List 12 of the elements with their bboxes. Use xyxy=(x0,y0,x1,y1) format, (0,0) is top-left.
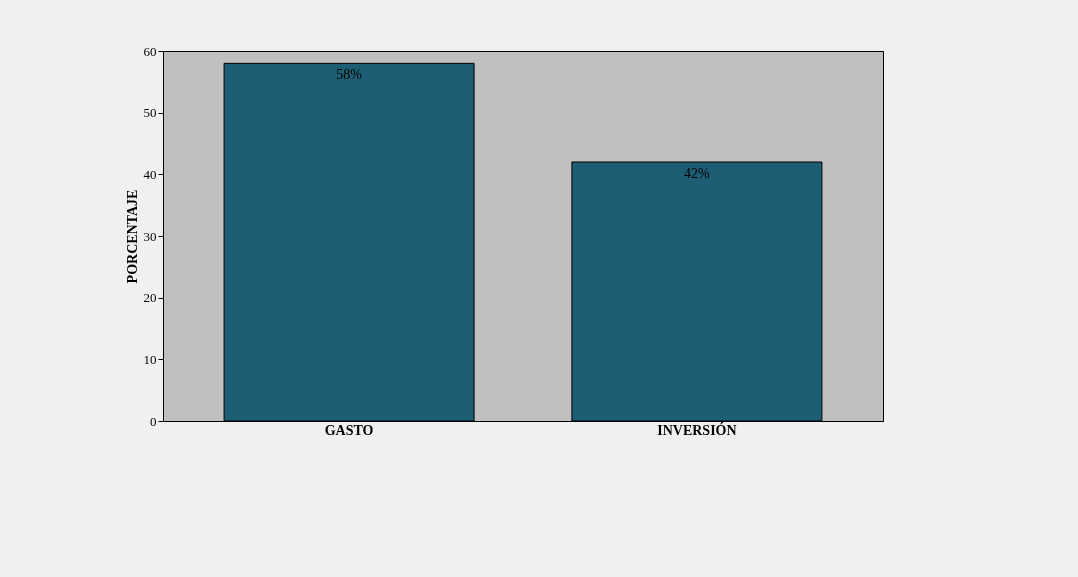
y-tick-label: 20 xyxy=(143,290,157,306)
x-tick-label: INVERSIÓN xyxy=(657,421,737,438)
y-tick-label: 50 xyxy=(143,105,157,121)
x-tick-label: GASTO xyxy=(324,422,374,438)
data-label: 42% xyxy=(684,166,711,181)
y-tick-label: 40 xyxy=(143,166,157,182)
y-axis-title: PORCENTAJE xyxy=(124,189,140,284)
y-tick-label: 30 xyxy=(143,228,157,244)
data-label: 58% xyxy=(336,67,363,83)
y-tick-label: 10 xyxy=(143,351,157,367)
y-tick-label: 60 xyxy=(143,43,157,59)
y-tick-label: 0 xyxy=(150,413,157,429)
